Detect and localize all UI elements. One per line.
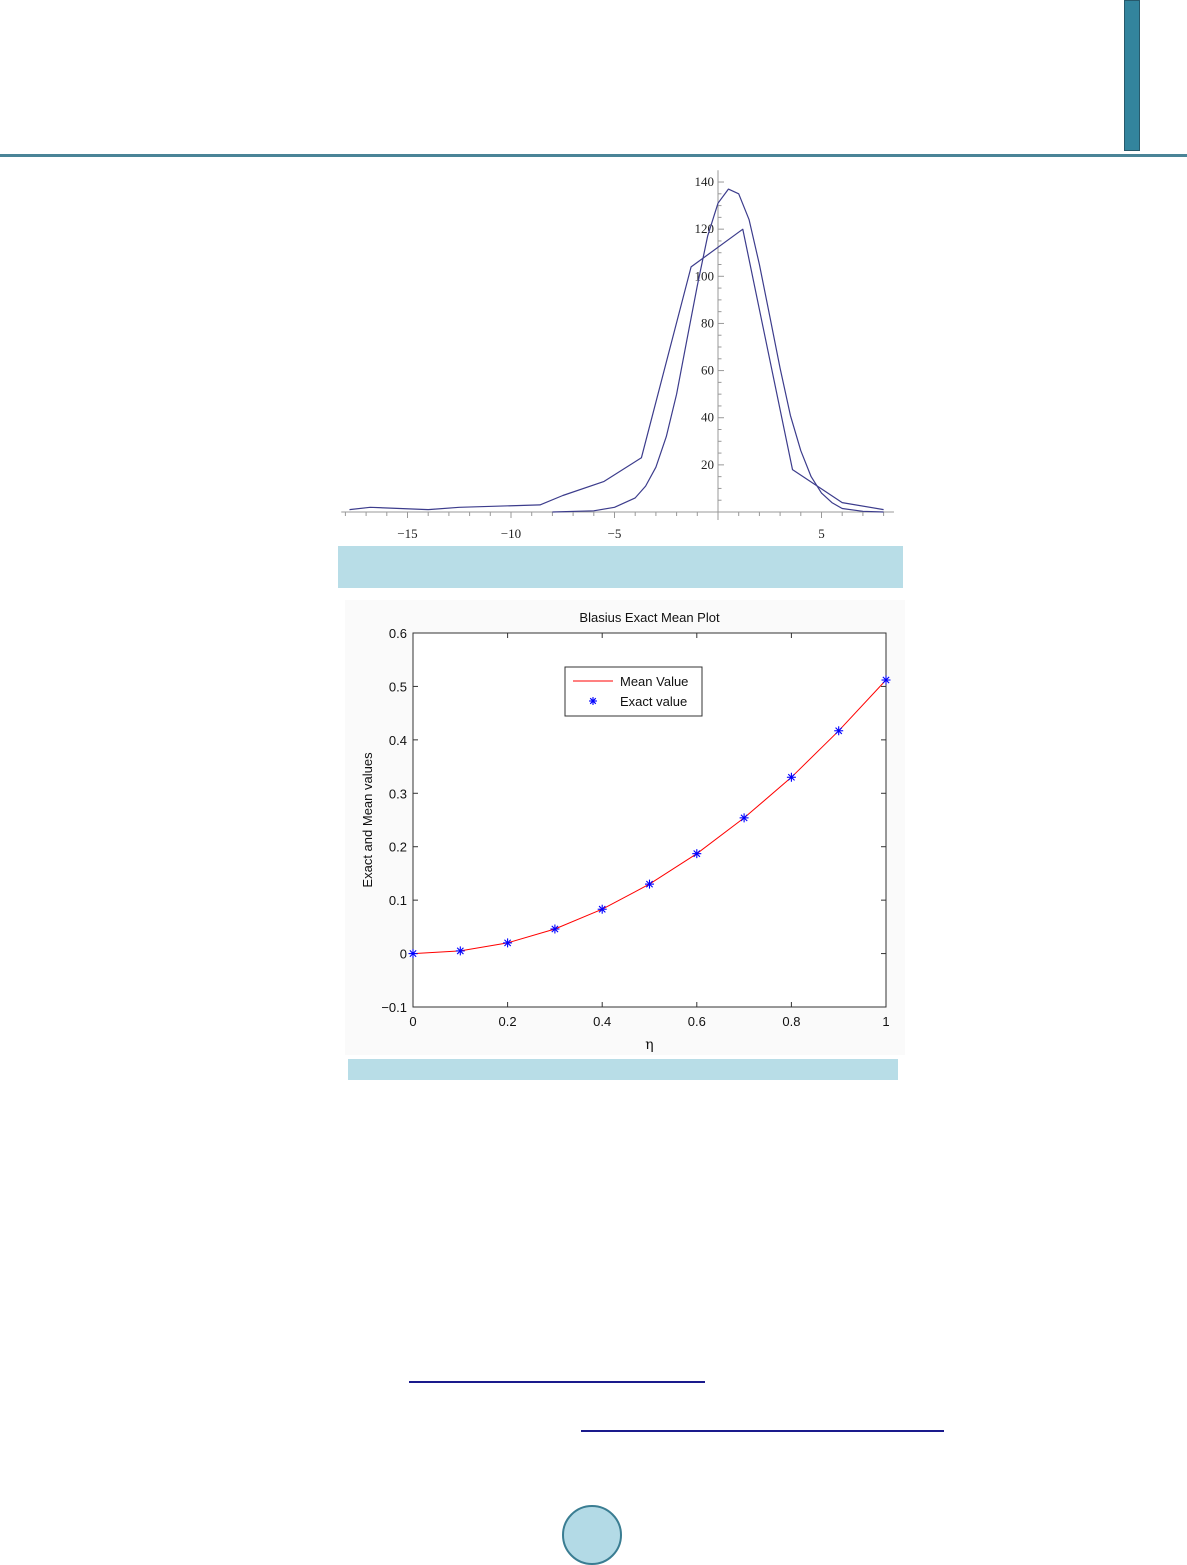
header-rule	[0, 154, 1187, 157]
svg-text:0.4: 0.4	[389, 733, 407, 748]
svg-text:0.2: 0.2	[389, 840, 407, 855]
svg-text:20: 20	[701, 457, 714, 472]
figure-2-caption	[348, 1059, 898, 1080]
svg-text:Exact value: Exact value	[620, 694, 687, 709]
svg-text:−15: −15	[397, 526, 417, 540]
svg-text:140: 140	[695, 174, 715, 189]
asterisk-marker-icon	[834, 726, 844, 736]
svg-text:80: 80	[701, 315, 714, 330]
asterisk-marker-icon	[550, 924, 560, 934]
reference-link-1[interactable]	[409, 1381, 705, 1383]
asterisk-marker-icon	[692, 849, 702, 859]
chart-legend: Mean Value Exact value	[564, 666, 703, 717]
svg-text:0.2: 0.2	[499, 1014, 517, 1029]
svg-text:40: 40	[701, 410, 714, 425]
asterisk-marker-icon	[589, 697, 597, 705]
asterisk-marker-icon	[597, 904, 607, 914]
y-axis-label: Exact and Mean values	[360, 752, 375, 888]
asterisk-marker-icon	[739, 813, 749, 823]
figure-1-caption	[338, 546, 903, 588]
asterisk-marker-icon	[408, 949, 418, 959]
svg-text:0.1: 0.1	[389, 893, 407, 908]
svg-text:0.6: 0.6	[389, 626, 407, 641]
asterisk-marker-icon	[503, 938, 513, 948]
asterisk-marker-icon	[786, 772, 796, 782]
figure-1: −15 −10 −5 5 20 40 60 80 100 120 140	[335, 165, 905, 541]
svg-text:−5: −5	[608, 526, 622, 540]
svg-text:0.8: 0.8	[782, 1014, 800, 1029]
asterisk-marker-icon	[645, 879, 654, 889]
svg-text:0.6: 0.6	[688, 1014, 706, 1029]
x-axis-label: η	[645, 1037, 653, 1053]
smooth-curve-line	[552, 188, 884, 513]
blasius-chart: 0 0.2 0.4 0.6 0.8 1−0.100.10.20.30.40.50.6Bla…	[345, 600, 905, 1055]
chart-title: Blasius Exact Mean Plot	[579, 610, 720, 625]
svg-text:0: 0	[400, 947, 407, 962]
svg-text:0.5: 0.5	[389, 679, 407, 694]
svg-text:−0.1: −0.1	[381, 1000, 407, 1015]
svg-text:1: 1	[882, 1014, 889, 1029]
polygon-approximation-line	[349, 228, 884, 511]
page-number-badge	[562, 1505, 622, 1565]
asterisk-marker-icon	[455, 946, 465, 956]
svg-text:−10: −10	[501, 526, 521, 540]
reference-link-2[interactable]	[581, 1430, 944, 1432]
journal-header-tab	[1124, 0, 1140, 151]
svg-text:60: 60	[701, 363, 714, 378]
svg-text:Mean Value: Mean Value	[620, 674, 688, 689]
figure-2: 0 0.2 0.4 0.6 0.8 1 −0.1 0 0.1 0.2 0.3 0.4 0.5 0.6 Bla…	[345, 600, 905, 1055]
asterisk-marker-icon	[881, 675, 891, 685]
svg-text:0.3: 0.3	[389, 786, 407, 801]
svg-text:5: 5	[818, 526, 825, 540]
svg-text:100: 100	[695, 268, 715, 283]
svg-text:0: 0	[409, 1014, 416, 1029]
svg-text:0.4: 0.4	[593, 1014, 611, 1029]
